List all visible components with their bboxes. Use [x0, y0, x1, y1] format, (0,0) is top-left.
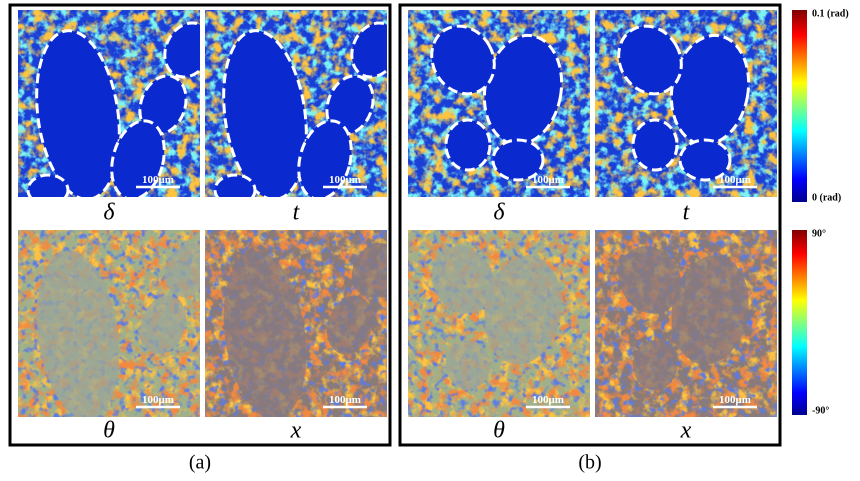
image-label: t — [683, 200, 691, 226]
colorbar-min-label: -90° — [812, 405, 829, 416]
colorbar-min-label: 0 (rad) — [812, 192, 841, 203]
image-label: δ — [103, 200, 115, 226]
image-label: x — [290, 418, 302, 444]
micrograph — [18, 10, 220, 205]
scale-bar-label: 100μm — [719, 394, 751, 406]
micrograph — [408, 230, 590, 417]
grain — [633, 340, 677, 390]
scale-bar-label: 100μm — [329, 174, 361, 186]
grain-outline — [28, 175, 68, 205]
image-label: t — [293, 200, 301, 226]
image-label: θ — [103, 418, 115, 444]
panel-caption: (a) — [189, 452, 211, 474]
grain-outline — [633, 120, 677, 170]
micrograph — [595, 230, 777, 417]
scale-bar-label: 100μm — [142, 394, 174, 406]
grain-outline — [215, 175, 255, 205]
micrograph — [205, 10, 407, 205]
scale-bar-label: 100μm — [329, 394, 361, 406]
scale-bar-label: 100μm — [719, 174, 751, 186]
micrograph — [18, 230, 220, 425]
grain-outline — [446, 120, 490, 170]
scale-bar-label: 100μm — [532, 174, 564, 186]
micrograph — [205, 230, 407, 425]
micrograph — [408, 10, 590, 197]
micrograph — [595, 10, 777, 197]
colorbar-max-label: 0.1 (rad) — [812, 8, 849, 19]
colorbar — [792, 230, 807, 415]
colorbar-max-label: 90° — [812, 228, 826, 239]
grain — [446, 340, 490, 390]
colorbar — [792, 10, 807, 202]
image-label: θ — [493, 418, 505, 444]
panel-caption: (b) — [578, 452, 601, 474]
figure: 100μm δ 100μm t 100μm θ 100μm x (a) 100μm δ 100μm t 1… — [0, 0, 860, 481]
image-label: δ — [493, 200, 505, 226]
scale-bar-label: 100μm — [142, 174, 174, 186]
scale-bar-label: 100μm — [532, 394, 564, 406]
image-label: x — [680, 418, 692, 444]
